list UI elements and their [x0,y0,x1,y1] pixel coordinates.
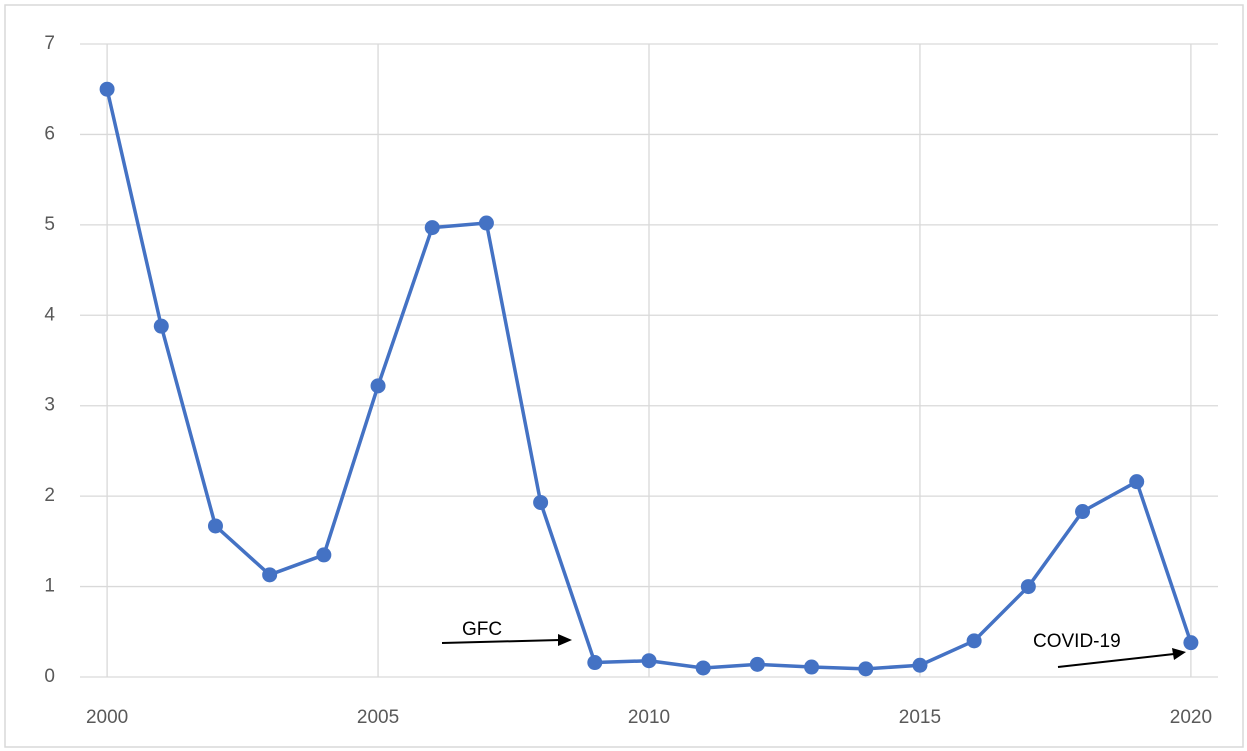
annotation: COVID-19 [1033,631,1121,652]
y-tick-label: 6 [44,123,55,144]
y-tick-label: 1 [44,576,55,597]
grid [80,43,1218,678]
data-point [207,518,223,534]
chart-border [4,4,1244,748]
data-point [858,661,874,677]
x-tick-label: 2010 [628,707,670,728]
y-tick-label: 3 [44,395,55,416]
data-point [641,653,657,669]
x-tick-label: 2005 [357,707,399,728]
y-tick-label: 0 [44,666,55,687]
data-point [749,656,765,672]
data-point [912,657,928,673]
data-point [99,81,115,97]
data-point [370,378,386,394]
data-point [1020,579,1036,595]
x-tick-label: 2000 [86,707,128,728]
data-point [1183,635,1199,651]
x-tick-label: 2015 [899,707,941,728]
y-tick-label: 5 [44,214,55,235]
data-point [153,318,169,334]
y-tick-label: 4 [44,304,55,325]
data-point [804,659,820,675]
data-point [424,220,440,236]
y-tick-label: 2 [44,485,55,506]
arrow-head [558,634,572,646]
data-point [262,567,278,583]
annotation: GFC [462,619,502,640]
marks [99,81,1199,677]
annotation-arrow [1057,653,1175,668]
data-point [533,494,549,510]
data-point [478,215,494,231]
x-tick-label: 2020 [1170,707,1212,728]
annotation-arrow [441,639,561,644]
data-point [587,655,603,671]
data-point [695,660,711,676]
y-tick-label: 7 [44,33,55,54]
data-point [1129,474,1145,490]
data-point [316,547,332,563]
arrow-head [1172,648,1186,660]
data-point [966,633,982,649]
data-point [1075,504,1091,520]
